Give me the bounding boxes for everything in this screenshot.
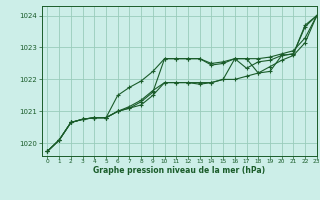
X-axis label: Graphe pression niveau de la mer (hPa): Graphe pression niveau de la mer (hPa)	[93, 166, 265, 175]
